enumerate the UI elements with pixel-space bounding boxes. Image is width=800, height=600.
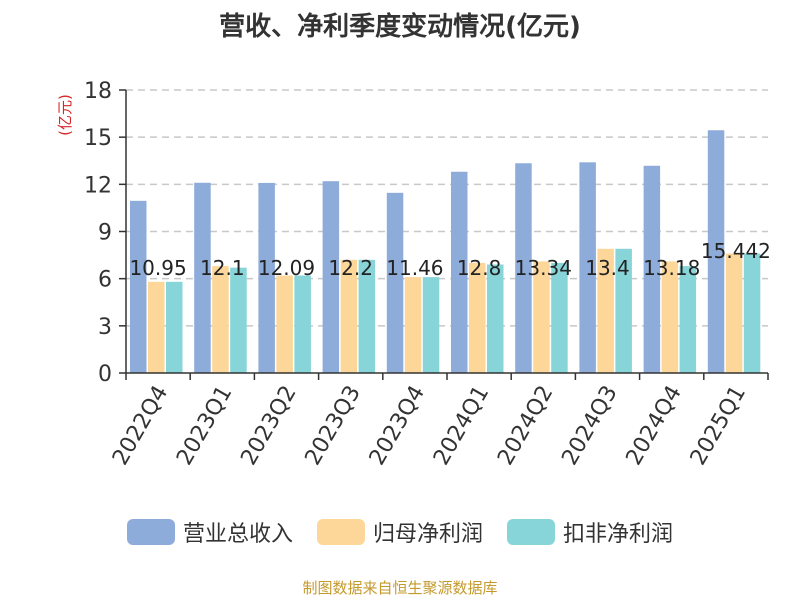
bar-deducted-net-profit	[615, 248, 632, 373]
x-tick-label: 2024Q3	[557, 382, 622, 470]
x-tick-label: 2022Q4	[108, 382, 173, 470]
bar-deducted-net-profit	[679, 266, 697, 373]
x-tick-label: 2024Q4	[622, 382, 687, 470]
data-label: 11.46	[386, 256, 443, 280]
legend-label-revenue: 营业总收入	[182, 522, 293, 547]
bar-revenue	[643, 165, 661, 373]
data-label: 15.442	[701, 239, 771, 263]
bar-revenue	[258, 182, 275, 373]
y-tick-label: 3	[98, 315, 112, 340]
legend-item-net-profit[interactable]: 归母净利润	[316, 516, 483, 548]
legend-item-revenue[interactable]: 营业总收入	[126, 516, 293, 548]
y-tick-label: 6	[98, 268, 112, 293]
y-tick-label: 9	[98, 221, 112, 246]
bar-net-profit	[533, 261, 550, 373]
data-label: 12.1	[200, 256, 245, 280]
bar-net-profit	[276, 275, 293, 373]
x-tick-label: 2023Q3	[301, 382, 366, 470]
bar-net-profit	[212, 266, 229, 373]
bar-revenue	[515, 163, 532, 373]
data-label: 12.8	[457, 256, 502, 280]
x-tick-label: 2023Q2	[236, 382, 301, 470]
legend-label-deducted-net-profit: 扣非净利润	[563, 522, 674, 547]
bar-revenue	[386, 192, 404, 373]
bar-deducted-net-profit	[166, 281, 183, 373]
bar-net-profit	[725, 253, 743, 373]
x-tick-label: 2025Q1	[686, 382, 751, 470]
bar-revenue	[130, 200, 147, 373]
y-axis-label: (亿元)	[56, 94, 74, 136]
bar-deducted-net-profit	[294, 275, 311, 373]
y-tick-label: 18	[84, 79, 112, 104]
legend-item-deducted-net-profit[interactable]: 扣非净利润	[507, 516, 673, 548]
bar-deducted-net-profit	[422, 277, 440, 373]
data-label: 10.95	[129, 256, 186, 280]
data-label: 13.34	[515, 256, 572, 280]
legend-label-net-profit: 归母净利润	[372, 522, 483, 547]
x-tick-label: 2024Q1	[429, 381, 494, 469]
bar-net-profit	[597, 248, 614, 373]
bar-deducted-net-profit	[743, 253, 761, 373]
legend-swatch-net-profit	[316, 519, 365, 545]
bar-net-profit	[148, 281, 165, 373]
data-label: 13.4	[585, 256, 630, 280]
bar-deducted-net-profit	[551, 262, 568, 373]
bar-revenue	[451, 171, 468, 373]
bar-deducted-net-profit	[358, 259, 376, 373]
data-label: 12.2	[328, 256, 373, 280]
bar-net-profit	[404, 277, 422, 373]
bar-revenue	[322, 181, 340, 373]
bar-revenue	[707, 130, 725, 373]
y-tick-label: 0	[98, 362, 112, 387]
bar-deducted-net-profit	[487, 264, 504, 373]
legend-swatch-revenue	[126, 519, 175, 545]
data-label: 13.18	[643, 256, 700, 280]
x-tick-label: 2024Q2	[493, 382, 558, 470]
bar-revenue	[194, 182, 211, 373]
bar-net-profit	[340, 259, 358, 373]
x-tick-label: 2023Q1	[172, 382, 237, 470]
bar-revenue	[579, 162, 596, 373]
data-label: 12.09	[258, 256, 315, 280]
bar-net-profit	[661, 261, 679, 373]
x-tick-label: 2023Q4	[365, 382, 430, 470]
source-footer: 制图数据来自恒生聚源数据库	[302, 579, 498, 597]
legend: 营业总收入 归母净利润 扣非净利润	[0, 516, 800, 548]
chart-title: 营收、净利季度变动情况(亿元)	[219, 12, 581, 42]
y-tick-label: 12	[84, 173, 112, 198]
bar-deducted-net-profit	[230, 267, 247, 373]
bar-net-profit	[469, 262, 486, 373]
legend-swatch-deducted-net-profit	[507, 519, 555, 545]
y-tick-label: 15	[84, 126, 112, 151]
